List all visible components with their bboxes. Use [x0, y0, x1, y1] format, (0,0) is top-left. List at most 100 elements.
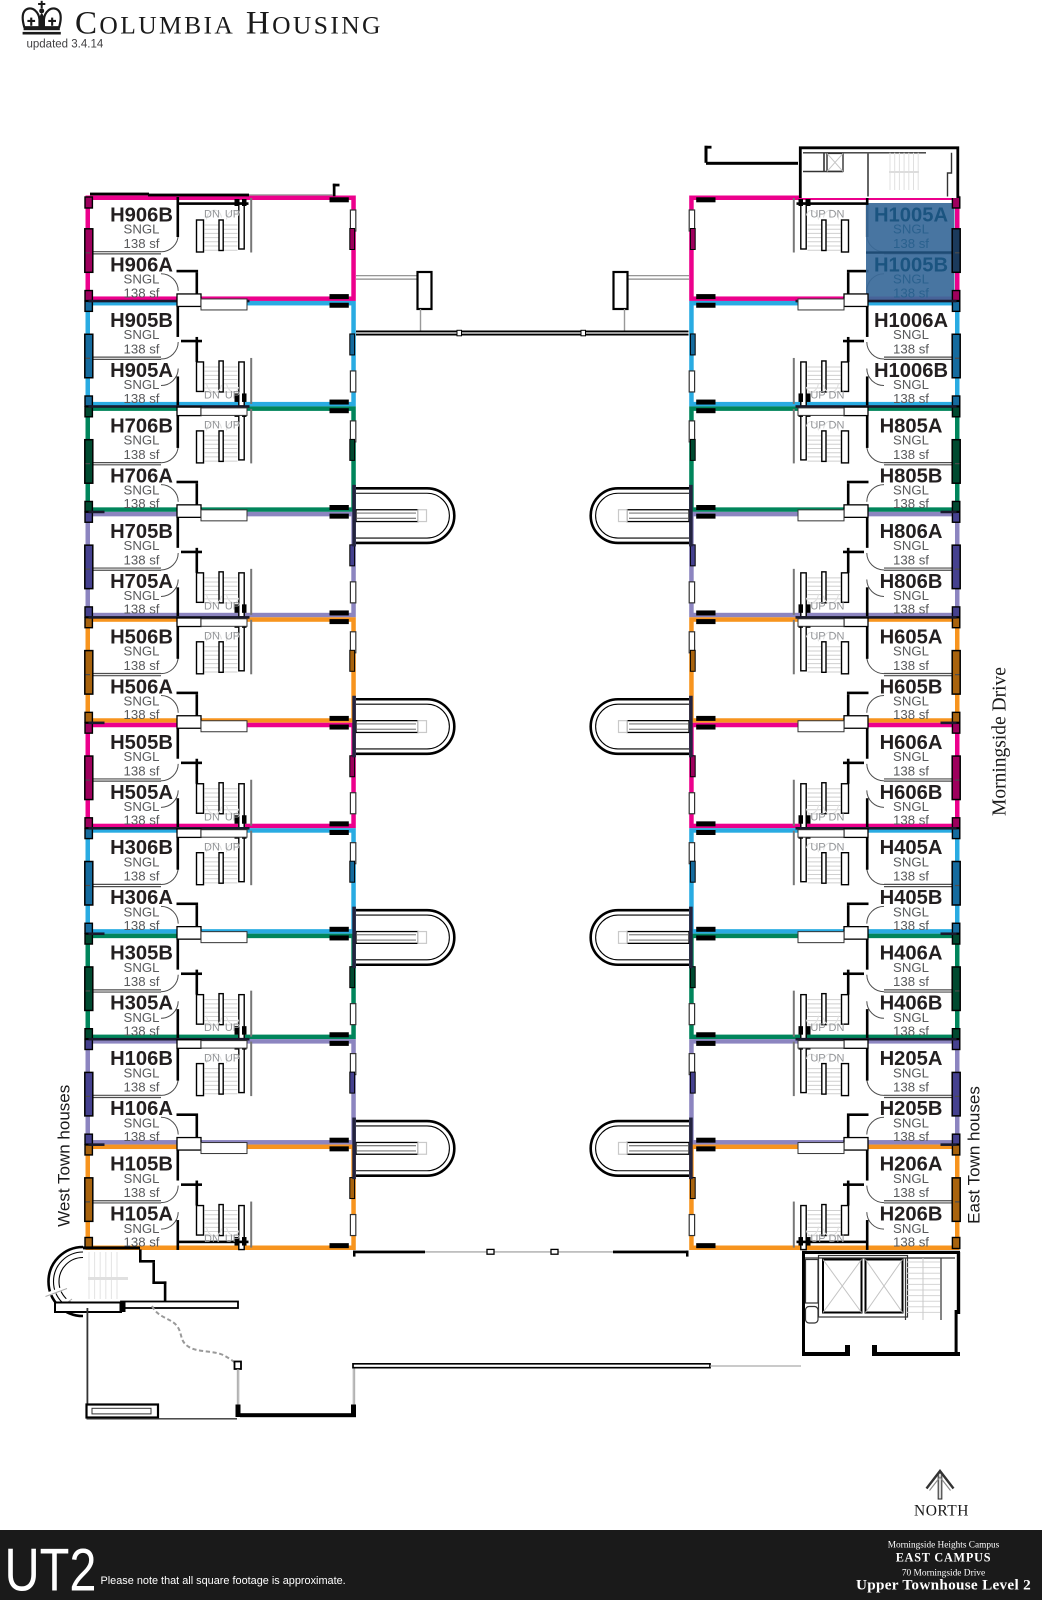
svg-text:H405B: H405B — [880, 887, 943, 909]
svg-text:138 sf: 138 sf — [124, 602, 160, 617]
svg-text:138 sf: 138 sf — [124, 763, 160, 778]
svg-text:H506A: H506A — [110, 676, 173, 698]
svg-text:SNGL: SNGL — [124, 377, 160, 392]
svg-text:H105A: H105A — [110, 1204, 173, 1226]
svg-text:138 sf: 138 sf — [124, 496, 160, 511]
svg-text:138 sf: 138 sf — [124, 447, 160, 462]
svg-text:SNGL: SNGL — [893, 1115, 929, 1130]
svg-text:DN: DN — [829, 1233, 845, 1245]
svg-text:SNGL: SNGL — [124, 854, 160, 869]
svg-text:H106B: H106B — [110, 1048, 173, 1070]
svg-text:H606B: H606B — [880, 782, 943, 804]
svg-text:138 sf: 138 sf — [893, 341, 929, 356]
svg-text:138 sf: 138 sf — [124, 1080, 160, 1095]
svg-text:DN: DN — [204, 1233, 220, 1245]
svg-text:DN: DN — [204, 631, 220, 643]
svg-text:UP: UP — [810, 389, 825, 401]
svg-text:H406B: H406B — [880, 993, 943, 1015]
svg-text:70 Morningside Drive: 70 Morningside Drive — [902, 1569, 985, 1579]
svg-text:DN: DN — [829, 209, 845, 221]
svg-text:DN: DN — [829, 600, 845, 612]
svg-text:H506B: H506B — [110, 626, 173, 648]
svg-text:SNGL: SNGL — [893, 799, 929, 814]
svg-text:138 sf: 138 sf — [893, 1080, 929, 1095]
svg-text:SNGL: SNGL — [124, 1010, 160, 1025]
svg-text:138 sf: 138 sf — [124, 552, 160, 567]
svg-text:SNGL: SNGL — [124, 1171, 160, 1186]
svg-text:138 sf: 138 sf — [893, 285, 929, 300]
svg-text:H306B: H306B — [110, 837, 173, 859]
svg-text:SNGL: SNGL — [893, 272, 929, 287]
svg-text:SNGL: SNGL — [893, 644, 929, 659]
svg-text:138 sf: 138 sf — [124, 236, 160, 251]
svg-text:DN: DN — [829, 1022, 845, 1034]
svg-text:138 sf: 138 sf — [893, 1023, 929, 1038]
svg-text:SNGL: SNGL — [893, 1171, 929, 1186]
svg-text:SNGL: SNGL — [124, 588, 160, 603]
svg-text:138 sf: 138 sf — [124, 658, 160, 673]
svg-text:UP: UP — [225, 389, 240, 401]
svg-text:SNGL: SNGL — [893, 433, 929, 448]
svg-text:SNGL: SNGL — [893, 1065, 929, 1080]
svg-text:SNGL: SNGL — [893, 749, 929, 764]
svg-text:SNGL: SNGL — [124, 222, 160, 237]
svg-text:138 sf: 138 sf — [893, 869, 929, 884]
svg-text:H706A: H706A — [110, 465, 173, 487]
svg-text:UP: UP — [810, 600, 825, 612]
svg-text:138 sf: 138 sf — [893, 1234, 929, 1249]
svg-text:138 sf: 138 sf — [124, 1129, 160, 1144]
svg-text:138 sf: 138 sf — [124, 813, 160, 828]
svg-text:SNGL: SNGL — [124, 799, 160, 814]
svg-text:UP: UP — [225, 811, 240, 823]
svg-text:SNGL: SNGL — [893, 960, 929, 975]
svg-text:UP: UP — [810, 1233, 825, 1245]
svg-text:UT2: UT2 — [5, 1537, 97, 1600]
svg-text:UP: UP — [225, 1022, 240, 1034]
svg-text:DN: DN — [204, 420, 220, 432]
svg-text:SNGL: SNGL — [124, 1065, 160, 1080]
svg-text:SNGL: SNGL — [124, 327, 160, 342]
svg-text:SNGL: SNGL — [124, 960, 160, 975]
svg-text:138 sf: 138 sf — [893, 552, 929, 567]
svg-text:H805A: H805A — [880, 415, 943, 437]
svg-text:H906B: H906B — [110, 205, 173, 227]
svg-text:DN: DN — [204, 209, 220, 221]
svg-text:H905B: H905B — [110, 310, 173, 332]
svg-text:H706B: H706B — [110, 415, 173, 437]
svg-text:Morningside Drive: Morningside Drive — [990, 667, 1011, 816]
svg-text:Morningside Heights Campus: Morningside Heights Campus — [888, 1540, 1000, 1550]
svg-text:DN: DN — [829, 1052, 845, 1064]
svg-text:SNGL: SNGL — [893, 483, 929, 498]
svg-text:DN: DN — [829, 811, 845, 823]
svg-text:UP: UP — [810, 420, 825, 432]
svg-text:SNGL: SNGL — [893, 222, 929, 237]
svg-text:SNGL: SNGL — [893, 327, 929, 342]
svg-text:SNGL: SNGL — [893, 1221, 929, 1236]
svg-text:UP: UP — [225, 600, 240, 612]
svg-text:DN: DN — [204, 389, 220, 401]
svg-text:H205B: H205B — [880, 1098, 943, 1120]
svg-text:H705A: H705A — [110, 571, 173, 593]
svg-text:UP: UP — [810, 1052, 825, 1064]
svg-text:138 sf: 138 sf — [124, 1234, 160, 1249]
svg-text:H406A: H406A — [880, 943, 943, 965]
svg-text:H1006A: H1006A — [874, 310, 948, 332]
svg-text:SNGL: SNGL — [893, 854, 929, 869]
svg-text:138 sf: 138 sf — [893, 813, 929, 828]
svg-text:H206B: H206B — [880, 1204, 943, 1226]
svg-text:UP: UP — [810, 811, 825, 823]
svg-text:H606A: H606A — [880, 732, 943, 754]
svg-text:SNGL: SNGL — [124, 1115, 160, 1130]
svg-text:H505B: H505B — [110, 732, 173, 754]
svg-text:Please note that all square fo: Please note that all square footage is a… — [101, 1575, 346, 1587]
svg-text:138 sf: 138 sf — [893, 1129, 929, 1144]
svg-text:H305B: H305B — [110, 943, 173, 965]
svg-text:SNGL: SNGL — [893, 904, 929, 919]
svg-text:H505A: H505A — [110, 782, 173, 804]
svg-text:UP: UP — [225, 1233, 240, 1245]
svg-text:138 sf: 138 sf — [893, 974, 929, 989]
svg-text:H1006B: H1006B — [874, 360, 948, 382]
svg-text:H806B: H806B — [880, 571, 943, 593]
svg-text:DN: DN — [829, 389, 845, 401]
svg-text:H306A: H306A — [110, 887, 173, 909]
